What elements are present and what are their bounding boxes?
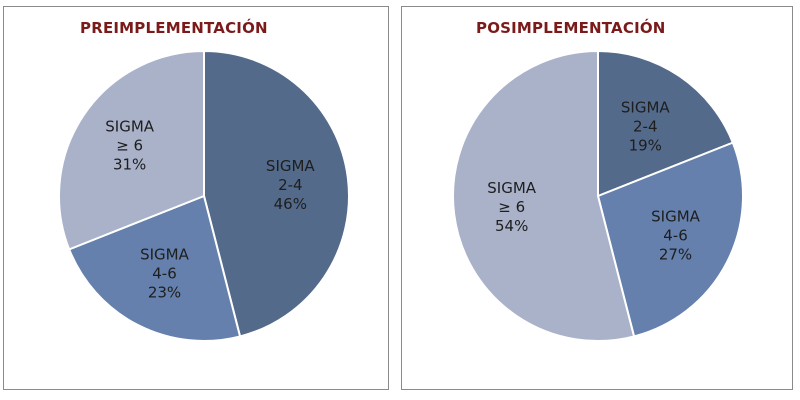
- pie-slice-label-line: SIGMA: [487, 179, 537, 197]
- pie-slice-label-line: SIGMA: [266, 157, 316, 175]
- pie-slice-label: SIGMA ≥ 6 54%: [487, 179, 537, 235]
- pie-slice-label: SIGMA ≥ 6 31%: [105, 117, 155, 173]
- pie-slice-label: SIGMA 2-4 19%: [621, 98, 671, 154]
- pie-slice-label-line: 54%: [495, 217, 528, 235]
- pie-slice-label-line: SIGMA: [140, 246, 190, 264]
- chart-panel-post: POSIMPLEMENTACIÓN SIGMA 2-4 19% SIGMA 4-6 27%…: [401, 6, 793, 390]
- pie-slice-label-line: 4-6: [152, 265, 177, 283]
- pie-slice: [597, 49, 735, 198]
- pie-slice-label-line: SIGMA: [105, 117, 155, 135]
- pie-chart-post: SIGMA 2-4 19%SIGMA 4-6 27%SIGMA ≥ 6 54%: [452, 49, 744, 342]
- chart-panel-pre: PREIMPLEMENTACIÓN SIGMA 2-4 46% SIGMA 4-6 23%…: [3, 6, 389, 390]
- pie-slice-label: SIGMA 4-6 23%: [140, 246, 190, 302]
- pie-slice-label-line: 2-4: [633, 117, 658, 135]
- pie-slice-label-line: 46%: [274, 195, 307, 213]
- pie-slice-label: SIGMA 4-6 27%: [651, 207, 701, 263]
- pie-slice: [58, 49, 205, 251]
- pie-slice: [203, 49, 350, 338]
- pie-slice-label-line: ≥ 6: [116, 136, 143, 154]
- pie-slice: [452, 49, 636, 342]
- pie-slice-label-line: SIGMA: [621, 98, 671, 116]
- pie-slice: [67, 194, 242, 342]
- pie-slice-label-line: 27%: [659, 245, 692, 263]
- pie-slice-label-line: 2-4: [278, 176, 303, 194]
- pie-chart-pre: SIGMA 2-4 46%SIGMA 4-6 23%SIGMA ≥ 6 31%: [58, 49, 350, 342]
- pie-slice-label-line: ≥ 6: [498, 198, 525, 216]
- chart-title-post: POSIMPLEMENTACIÓN: [476, 19, 666, 37]
- pie-slice: [596, 141, 744, 338]
- pie-slice-label-line: 31%: [113, 155, 146, 173]
- pie-slice-label-line: 23%: [148, 284, 181, 302]
- pie-slice-label: SIGMA 2-4 46%: [266, 157, 316, 213]
- pie-slice-label-line: 19%: [629, 136, 662, 154]
- chart-title-pre: PREIMPLEMENTACIÓN: [80, 19, 268, 37]
- pie-slice-label-line: 4-6: [663, 226, 688, 244]
- pie-slice-label-line: SIGMA: [651, 207, 701, 225]
